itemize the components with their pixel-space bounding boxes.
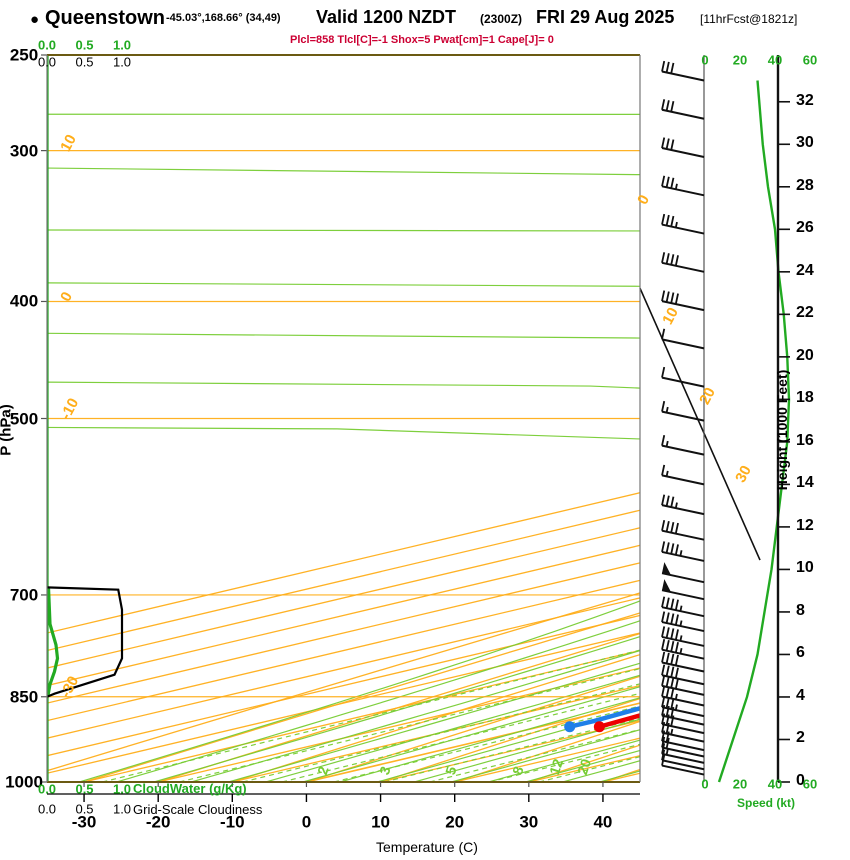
wind-speed-profile	[717, 80, 791, 783]
speed-tick-top-20: 20	[732, 52, 748, 68]
speed-tick-top-40: 40	[767, 52, 783, 68]
station-coords: -45.03°,168.66° (34,49)	[166, 12, 281, 24]
cloudiness-tick-top-0: 0.0	[37, 54, 57, 70]
pressure-axis-label: P (hPa)	[0, 404, 15, 455]
pressure-tick-250: 250	[9, 45, 39, 65]
temperature-tick-10: 10	[371, 812, 391, 832]
speed-tick-bottom-0: 0	[701, 776, 709, 792]
height-tick-6: 6	[796, 644, 805, 662]
isobar-lines	[41, 54, 640, 783]
plot-frame	[46, 54, 641, 802]
temperature-tick-40: 40	[593, 812, 613, 832]
temperature-tick-30: 30	[519, 812, 539, 832]
height-tick-14: 14	[796, 474, 814, 492]
cloudwater-tick-top-2: 1.0	[112, 37, 132, 53]
speed-axis-label: Speed (kt)	[737, 796, 796, 810]
sounding-parameters: Plcl=858 Tlcl[C]=-1 Shox=5 Pwat[cm]=1 Ca…	[290, 34, 554, 46]
temperature-tick-0: 0	[301, 812, 312, 832]
pressure-tick-700: 700	[9, 585, 39, 605]
height-tick-10: 10	[796, 559, 814, 577]
sounding-traces	[564, 705, 640, 733]
speed-tick-top-0: 0	[701, 52, 709, 68]
data-boundary-line	[639, 287, 761, 561]
cloudwater-tick-bottom-1: 0.5	[75, 781, 94, 797]
cloudiness-axis-label: Grid-Scale Cloudiness	[133, 802, 263, 817]
cloudiness-tick-top-1: 0.5	[75, 54, 94, 70]
height-tick-24: 24	[796, 261, 814, 279]
mixing-ratio-lines	[47, 113, 640, 782]
pressure-tick-500: 500	[9, 409, 39, 428]
height-tick-12: 12	[796, 516, 814, 534]
height-tick-2: 2	[796, 729, 805, 747]
height-tick-20: 20	[796, 346, 814, 364]
speed-tick-bottom-60: 60	[802, 776, 818, 792]
temperature-axis-label: Temperature (C)	[376, 839, 478, 855]
station-name: Queenstown	[45, 7, 166, 29]
station-bullet-icon: ●	[30, 11, 40, 28]
temperature-tick-neg20: -20	[145, 812, 171, 832]
height-tick-0: 0	[796, 772, 805, 789]
cloudwater-tick-top-0: 0.0	[37, 37, 57, 53]
height-tick-28: 28	[796, 176, 814, 194]
temperature-tick-neg10: -10	[220, 812, 245, 832]
cloudwater-axis-label: CloudWater (g/Kg)	[133, 781, 247, 796]
cloudwater-tick-bottom-2: 1.0	[112, 781, 132, 797]
valid-time: Valid 1200 NZDT	[316, 7, 457, 27]
temperature-tick-neg30: -30	[71, 812, 97, 832]
pressure-tick-850: 850	[9, 687, 39, 707]
height-tick-18: 18	[796, 389, 814, 407]
cloudiness-tick-bottom-0: 0.0	[37, 801, 57, 817]
cloudiness-tick-top-2: 1.0	[112, 54, 132, 70]
forecast-stamp: [11hrFcst@1821z]	[700, 12, 798, 26]
height-tick-4: 4	[796, 686, 805, 704]
speed-tick-bottom-40: 40	[767, 776, 783, 792]
pressure-tick-400: 400	[9, 291, 39, 311]
height-axis-label: Height (1000 Feet)	[774, 369, 790, 491]
temperature-tick-20: 20	[445, 812, 465, 832]
wind-barb-column	[661, 55, 705, 782]
cloudwater-tick-top-1: 0.5	[75, 37, 94, 53]
pressure-tick-1000: 1000	[5, 772, 43, 792]
height-tick-26: 26	[796, 219, 814, 237]
height-tick-16: 16	[796, 431, 814, 449]
cloudiness-tick-bottom-1: 0.5	[75, 801, 94, 817]
height-axis	[776, 55, 790, 783]
cloud-profiles	[47, 55, 124, 782]
height-tick-8: 8	[796, 601, 805, 619]
speed-tick-bottom-20: 20	[732, 776, 748, 792]
valid-date: FRI 29 Aug 2025	[536, 7, 675, 27]
cloudiness-tick-bottom-2: 1.0	[112, 801, 132, 817]
speed-tick-top-60: 60	[802, 52, 818, 68]
height-tick-32: 32	[796, 91, 814, 109]
height-tick-22: 22	[796, 304, 814, 322]
height-tick-30: 30	[796, 134, 814, 152]
pressure-tick-300: 300	[9, 141, 39, 161]
cloudwater-tick-bottom-0: 0.0	[37, 781, 57, 797]
valid-time-utc: (2300Z)	[480, 12, 523, 26]
